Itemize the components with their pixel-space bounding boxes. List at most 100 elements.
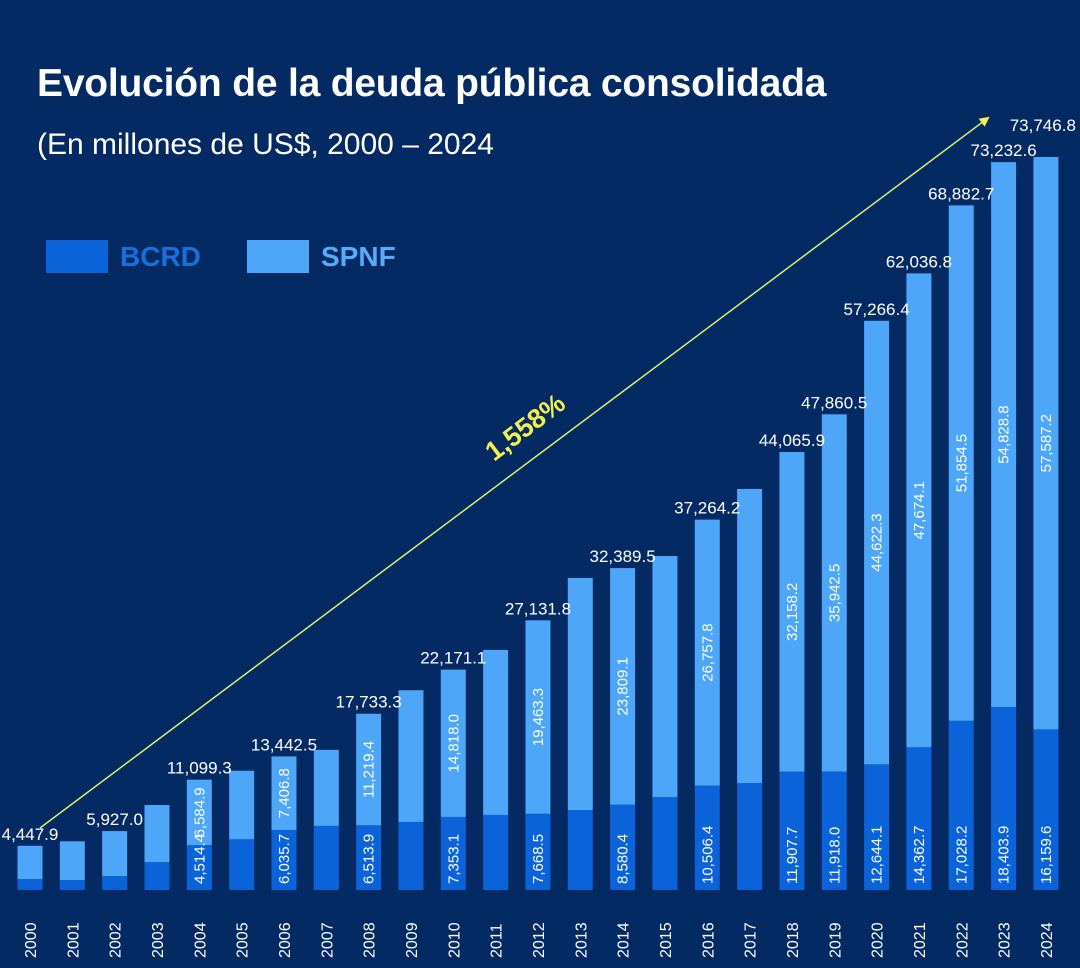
x-tick-label-2011: 2011 (489, 923, 506, 958)
x-axis: 2000 2001 2002 2003 2004 2005 2006 2007 2008 2009… (23, 922, 1056, 958)
bar-spnf-2007 (313, 749, 339, 826)
total-label-2002: 5,927.0 (86, 810, 143, 829)
growth-annotation: 1,558% (480, 388, 571, 467)
total-label-2014: 32,389.5 (590, 547, 656, 566)
bar-label-bcrd-2016: 10,506.4 (699, 826, 716, 884)
x-tick-label-2018: 2018 (785, 922, 802, 958)
total-label-2000: 4,447.9 (2, 825, 59, 844)
bar-bcrd-2021 (906, 747, 932, 890)
x-tick-label-2005: 2005 (235, 922, 252, 958)
total-label-2018: 44,065.9 (759, 431, 825, 450)
x-tick-label-2000: 2000 (23, 922, 40, 958)
bar-label-spnf-2019: 35,942.5 (826, 564, 843, 622)
bar-spnf-2005 (229, 770, 255, 840)
bar-bcrd-2011 (483, 814, 509, 890)
bar-bcrd-2017 (737, 783, 763, 890)
bar-spnf-2016 (694, 519, 720, 786)
chart-title: Evolución de la deuda pública consolidad… (37, 62, 827, 105)
bar-label-bcrd-2010: 7,353.1 (445, 834, 462, 884)
x-tick-label-2016: 2016 (700, 922, 717, 958)
x-tick-label-2020: 2020 (870, 922, 887, 958)
bar-spnf-2011 (483, 649, 509, 815)
bar-label-bcrd-2008: 6,513.9 (361, 834, 378, 884)
bar-bcrd-2019 (821, 771, 847, 890)
bar-bcrd-2005 (229, 839, 255, 890)
bar-bcrd-2008 (356, 825, 382, 890)
labels-group: 4,447.9 5,927.0 4,514.46,584.9 11,099.3 6,03… (2, 116, 1076, 884)
bar-label-bcrd-2006: 6,035.7 (276, 834, 293, 884)
bar-label-spnf-2016: 26,757.8 (699, 623, 716, 681)
x-tick-label-2013: 2013 (573, 922, 590, 958)
bar-bcrd-2013 (567, 809, 593, 890)
bar-label-spnf-2012: 19,463.3 (530, 688, 547, 746)
total-label-2022: 68,882.7 (928, 184, 994, 203)
legend-label-bcrd: BCRD (120, 240, 201, 272)
bar-spnf-2013 (567, 577, 593, 810)
bar-bcrd-2006 (271, 830, 297, 890)
trend-arrow (39, 116, 990, 829)
x-tick-label-2007: 2007 (319, 922, 336, 958)
x-tick-label-2024: 2024 (1039, 922, 1056, 958)
bar-bcrd-2015 (652, 797, 678, 890)
bar-label-spnf-2023: 54,828.8 (996, 405, 1013, 463)
bar-spnf-2021 (906, 273, 932, 748)
x-tick-label-2022: 2022 (954, 922, 971, 958)
bar-bcrd-2004 (186, 845, 212, 890)
total-label-2006: 13,442.5 (251, 735, 317, 754)
bar-bcrd-2001 (59, 880, 85, 890)
bar-bcrd-2016 (694, 785, 720, 890)
bar-spnf-2003 (144, 805, 170, 863)
x-tick-label-2010: 2010 (446, 922, 463, 958)
total-label-2020: 57,266.4 (844, 300, 910, 319)
x-tick-label-2008: 2008 (362, 922, 379, 958)
total-label-2024: 73,746.8 (1010, 116, 1076, 135)
bar-spnf-2001 (59, 841, 85, 881)
bar-label-bcrd-2021: 14,362.7 (911, 826, 928, 884)
bar-bcrd-2024 (1033, 729, 1059, 890)
bar-label-spnf-2024: 57,587.2 (1038, 414, 1055, 472)
x-tick-label-2014: 2014 (616, 922, 633, 958)
x-tick-label-2003: 2003 (150, 922, 167, 958)
bar-bcrd-2002 (102, 876, 128, 890)
x-tick-label-2023: 2023 (997, 922, 1014, 958)
bar-label-bcrd-2022: 17,028.2 (953, 826, 970, 884)
x-tick-label-2002: 2002 (108, 922, 125, 958)
bar-bcrd-2018 (779, 771, 805, 890)
bar-spnf-2019 (821, 414, 847, 772)
bar-spnf-2000 (17, 845, 43, 880)
x-tick-label-2004: 2004 (192, 922, 209, 958)
bar-label-bcrd-2019: 11,918.0 (826, 827, 843, 884)
bar-label-spnf-2020: 44,622.3 (869, 513, 886, 571)
x-tick-label-2017: 2017 (743, 922, 760, 958)
total-label-2023: 73,232.6 (970, 141, 1036, 160)
total-label-2010: 22,171.1 (420, 649, 486, 668)
bar-label-spnf-2008: 11,219.4 (361, 741, 378, 798)
bar-bcrd-2009 (398, 821, 424, 890)
bar-spnf-2006 (271, 756, 297, 831)
bar-bcrd-2014 (610, 804, 636, 890)
total-label-2008: 17,733.3 (336, 693, 402, 712)
total-label-2004: 11,099.3 (167, 759, 232, 778)
bar-label-bcrd-2023: 18,403.9 (996, 826, 1013, 884)
bar-bcrd-2022 (948, 720, 974, 890)
bars-group (17, 157, 1059, 890)
legend-item-spnf: SPNF (247, 240, 396, 273)
bar-label-spnf-2014: 23,809.1 (615, 657, 632, 715)
bar-label-spnf-2006: 7,406.8 (276, 768, 293, 818)
bar-spnf-2020 (864, 320, 890, 765)
bar-label-bcrd-2018: 11,907.7 (784, 827, 801, 884)
bar-label-bcrd-2020: 12,644.1 (869, 826, 886, 884)
bar-bcrd-2010 (440, 816, 466, 890)
total-label-2012: 27,131.8 (505, 599, 571, 618)
x-tick-label-2001: 2001 (65, 922, 82, 958)
bar-spnf-2010 (440, 669, 466, 817)
bar-label-bcrd-2012: 7,668.5 (530, 834, 547, 884)
chart-subtitle: (En millones de US$, 2000 – 2024 (37, 128, 494, 161)
bar-label-bcrd-2004: 4,514.4 (191, 834, 208, 884)
total-label-2016: 37,264.2 (674, 499, 740, 518)
x-tick-label-2019: 2019 (827, 922, 844, 958)
legend-swatch-bcrd (46, 240, 108, 273)
x-tick-label-2006: 2006 (277, 922, 294, 958)
bar-label-spnf-2021: 47,674.1 (911, 481, 928, 539)
